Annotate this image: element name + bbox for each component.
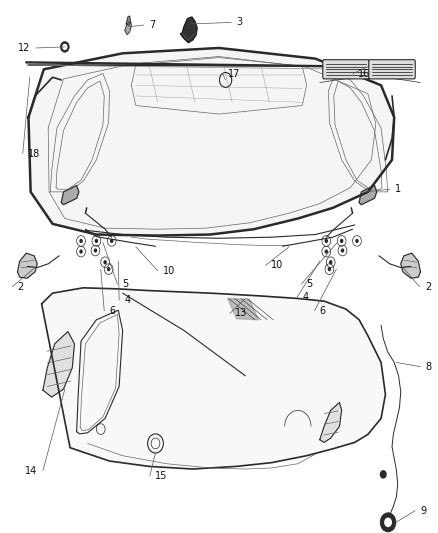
Text: 2: 2 (18, 282, 24, 292)
FancyBboxPatch shape (323, 60, 369, 79)
Text: 5: 5 (307, 279, 313, 289)
Circle shape (110, 239, 113, 243)
Text: 2: 2 (425, 282, 431, 292)
Polygon shape (324, 61, 368, 77)
Circle shape (62, 44, 67, 50)
Text: 18: 18 (28, 149, 40, 158)
Circle shape (384, 518, 392, 527)
Text: 8: 8 (426, 362, 432, 372)
Circle shape (340, 239, 343, 243)
Circle shape (325, 239, 328, 243)
Text: 17: 17 (228, 69, 240, 78)
Polygon shape (125, 21, 131, 35)
Circle shape (380, 513, 396, 532)
Text: 9: 9 (420, 506, 427, 515)
Polygon shape (28, 48, 394, 236)
Polygon shape (43, 332, 74, 397)
Circle shape (380, 470, 387, 479)
Circle shape (329, 260, 332, 264)
Text: 13: 13 (235, 309, 247, 318)
Polygon shape (180, 17, 197, 43)
Text: 16: 16 (358, 69, 371, 78)
Text: 7: 7 (149, 20, 155, 30)
Circle shape (103, 260, 107, 264)
Circle shape (79, 239, 83, 243)
Polygon shape (61, 185, 79, 205)
Text: 5: 5 (123, 279, 129, 289)
FancyBboxPatch shape (369, 60, 415, 79)
Polygon shape (228, 298, 258, 320)
Circle shape (107, 267, 110, 271)
Text: 6: 6 (320, 306, 326, 316)
Circle shape (94, 248, 97, 253)
Polygon shape (401, 253, 420, 278)
Polygon shape (126, 16, 131, 26)
Circle shape (341, 248, 344, 253)
Text: 3: 3 (237, 18, 243, 27)
Circle shape (60, 42, 69, 52)
Polygon shape (42, 288, 385, 469)
Polygon shape (370, 61, 414, 77)
Text: 15: 15 (155, 471, 167, 481)
Text: 14: 14 (25, 466, 38, 475)
Text: 1: 1 (395, 184, 401, 194)
Text: 4: 4 (302, 293, 308, 302)
Polygon shape (18, 253, 37, 278)
Circle shape (355, 239, 359, 243)
Polygon shape (359, 185, 377, 205)
Text: 10: 10 (271, 261, 283, 270)
Text: 10: 10 (163, 266, 175, 276)
Circle shape (325, 249, 328, 254)
Circle shape (79, 249, 83, 254)
Text: 4: 4 (124, 295, 131, 305)
Text: 12: 12 (18, 43, 31, 53)
Text: 6: 6 (110, 306, 116, 316)
Polygon shape (320, 402, 342, 442)
Circle shape (95, 239, 98, 243)
Circle shape (328, 267, 331, 271)
